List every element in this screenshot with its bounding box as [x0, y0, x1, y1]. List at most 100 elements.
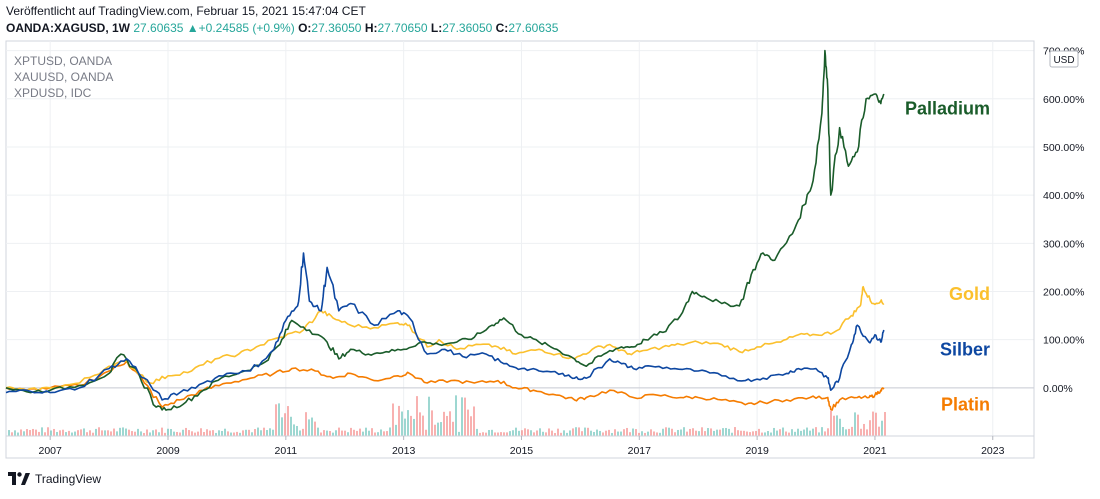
volume-bar — [470, 416, 472, 436]
volume-bar — [356, 430, 358, 436]
volume-bar — [74, 431, 76, 436]
volume-bar — [173, 431, 175, 436]
volume-bar — [854, 412, 856, 436]
series-label-platinum: Platin — [941, 395, 990, 415]
volume-bar — [116, 431, 118, 436]
volume-bar — [827, 428, 829, 436]
volume-bar — [284, 413, 286, 436]
currency-button-label[interactable]: USD — [1053, 55, 1074, 66]
volume-bar — [635, 429, 637, 436]
volume-bar — [182, 429, 184, 436]
volume-bar — [449, 411, 451, 436]
volume-bar — [89, 430, 91, 436]
volume-bar — [683, 427, 685, 436]
volume-bar — [233, 432, 235, 436]
volume-bar — [572, 428, 574, 436]
volume-bar — [515, 427, 517, 436]
volume-bar — [872, 411, 874, 436]
volume-bar — [464, 397, 466, 436]
currency-button[interactable] — [1049, 50, 1079, 68]
volume-bar — [44, 432, 46, 436]
volume-bar — [125, 428, 127, 436]
volume-bar — [38, 431, 40, 436]
volume-bar — [80, 429, 82, 436]
volume-bar — [185, 427, 187, 436]
volume-bar — [641, 431, 643, 436]
volume-bar — [536, 430, 538, 436]
volume-bar — [98, 427, 100, 436]
open-value: 27.36050 — [311, 21, 362, 35]
x-tick-label: 2011 — [275, 445, 298, 457]
series-line-platinum[interactable] — [5, 360, 885, 411]
series-label-gold: Gold — [949, 284, 990, 304]
volume-bar — [788, 432, 790, 436]
series-line-palladium[interactable] — [5, 49, 885, 411]
volume-bar — [692, 428, 694, 436]
footer-brand[interactable]: TradingView — [8, 472, 101, 486]
volume-bar — [308, 419, 310, 436]
x-tick-label: 2019 — [745, 445, 769, 457]
volume-bar — [755, 430, 757, 436]
volume-bar — [281, 417, 283, 436]
volume-bar — [374, 432, 376, 436]
volume-bar — [221, 430, 223, 436]
volume-bar — [524, 428, 526, 436]
volume-bar — [68, 430, 70, 436]
volume-bar — [206, 429, 208, 436]
legend-item[interactable]: XAUUSD, OANDA — [14, 70, 113, 84]
volume-bar — [365, 427, 367, 436]
volume-bar — [191, 431, 193, 436]
volume-bar — [329, 431, 331, 436]
volume-bar — [332, 432, 334, 436]
volume-bar — [251, 432, 253, 436]
volume-bar — [194, 432, 196, 436]
volume-bar — [392, 403, 394, 436]
volume-bar — [422, 415, 424, 436]
x-tick-label: 2013 — [392, 445, 416, 457]
high-label: H: — [364, 21, 378, 35]
volume-bar — [134, 431, 136, 436]
y-tick-label: 600.00% — [1043, 94, 1084, 106]
volume-bar — [467, 409, 469, 436]
volume-bar — [110, 431, 112, 436]
volume-bar — [371, 428, 373, 436]
volume-bar — [440, 422, 442, 436]
volume-bar — [35, 429, 37, 436]
series-line-silver[interactable] — [5, 252, 885, 401]
symbol-label[interactable]: OANDA:XAGUSD, 1W — [6, 21, 131, 35]
volume-bar — [203, 432, 205, 436]
volume-bar — [875, 412, 877, 436]
volume-bar — [239, 432, 241, 436]
volume-bar — [620, 431, 622, 436]
volume-bar — [632, 428, 634, 436]
volume-bar — [299, 430, 301, 436]
volume-bar — [860, 428, 862, 436]
volume-bar — [638, 432, 640, 436]
volume-bar — [782, 427, 784, 436]
legend-item[interactable]: XPTUSD, OANDA — [14, 54, 112, 68]
volume-bar — [563, 430, 565, 436]
series-line-gold[interactable] — [5, 285, 885, 392]
volume-bar — [791, 429, 793, 436]
volume-bar — [137, 428, 139, 436]
legend-item[interactable]: XPDUSD, IDC — [14, 86, 92, 100]
volume-bar — [629, 432, 631, 436]
volume-bar — [836, 415, 838, 436]
volume-bar — [326, 430, 328, 436]
volume-bar — [776, 430, 778, 436]
volume-bar — [395, 424, 397, 436]
volume-bar — [485, 432, 487, 436]
volume-bar — [812, 428, 814, 436]
volume-bar — [29, 430, 31, 436]
low-value: 27.36050 — [442, 21, 493, 35]
volume-bar — [200, 428, 202, 436]
volume-bar — [287, 406, 289, 436]
volume-bar — [230, 432, 232, 436]
volume-bar — [539, 428, 541, 436]
volume-bar — [20, 429, 22, 436]
volume-bar — [479, 432, 481, 436]
volume-bar — [677, 429, 679, 436]
volume-bar — [596, 429, 598, 436]
volume-bar — [671, 428, 673, 436]
